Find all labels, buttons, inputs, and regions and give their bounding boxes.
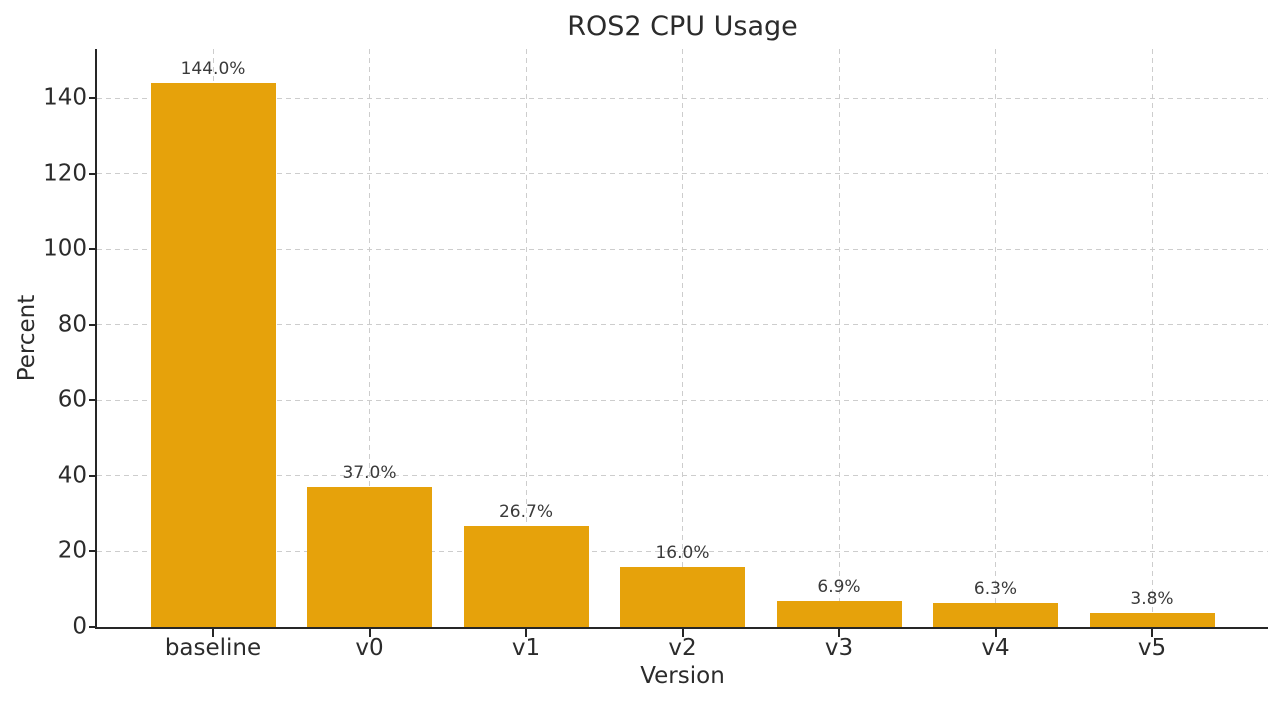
bar-v5	[1089, 612, 1215, 627]
bar-value-label: 144.0%	[180, 59, 246, 79]
bar-v3	[776, 600, 902, 627]
x-tick-mark	[212, 629, 214, 637]
x-tick-label-v0: v0	[355, 635, 384, 661]
gridline-vertical	[369, 49, 370, 627]
bar-value-label: 3.8%	[1130, 588, 1174, 609]
x-tick-mark	[1151, 629, 1153, 637]
y-tick-mark	[89, 248, 97, 251]
gridline-vertical	[1151, 49, 1153, 627]
x-tick-mark	[994, 629, 997, 637]
x-tick-label-baseline: baseline	[164, 635, 262, 661]
gridline-vertical	[838, 49, 840, 627]
gridline-vertical	[525, 49, 527, 627]
x-tick-mark	[838, 629, 840, 637]
y-tick-mark	[89, 97, 97, 100]
x-tick-label-v2: v2	[668, 635, 697, 661]
chart-title: ROS2 CPU Usage	[567, 11, 798, 42]
y-tick-label: 120	[43, 160, 87, 187]
y-tick-mark	[89, 172, 97, 175]
y-tick-label: 40	[57, 462, 87, 489]
y-tick-mark	[89, 399, 97, 402]
x-tick-label-v3: v3	[824, 635, 854, 661]
x-tick-label-v4: v4	[981, 635, 1010, 661]
bar-value-label: 26.7%	[498, 502, 554, 523]
bar-value-label: 6.9%	[817, 576, 861, 597]
x-tick-label-v1: v1	[511, 635, 541, 661]
bar-v1	[463, 526, 589, 627]
gridline-vertical	[995, 49, 996, 627]
y-tick-label: 20	[57, 537, 87, 564]
y-axis-spine	[95, 49, 97, 629]
y-tick-label: 100	[43, 235, 87, 262]
x-tick-mark	[681, 629, 684, 637]
bar-value-label: 16.0%	[655, 542, 710, 563]
y-tick-label: 140	[43, 84, 87, 111]
y-tick-mark	[89, 474, 97, 477]
y-tick-label: 60	[57, 386, 87, 413]
y-tick-mark	[89, 323, 97, 326]
bar-value-label: 6.3%	[973, 579, 1018, 600]
x-tick-label-v5: v5	[1137, 635, 1167, 661]
x-axis-spine	[95, 627, 1268, 629]
x-tick-mark	[525, 629, 527, 637]
bar-v4	[933, 603, 1058, 627]
bar-value-label: 37.0%	[342, 463, 397, 484]
bar-baseline	[150, 83, 276, 627]
x-axis-label: Version	[640, 663, 725, 689]
y-axis-label: Percent	[14, 294, 40, 382]
bar-v2	[620, 566, 745, 627]
bar-v0	[307, 487, 432, 627]
y-tick-mark	[89, 626, 97, 628]
gridline-vertical	[682, 49, 683, 627]
y-tick-label: 0	[72, 613, 87, 640]
y-tick-label: 80	[57, 311, 87, 338]
x-tick-mark	[368, 629, 371, 637]
y-tick-mark	[89, 550, 97, 553]
